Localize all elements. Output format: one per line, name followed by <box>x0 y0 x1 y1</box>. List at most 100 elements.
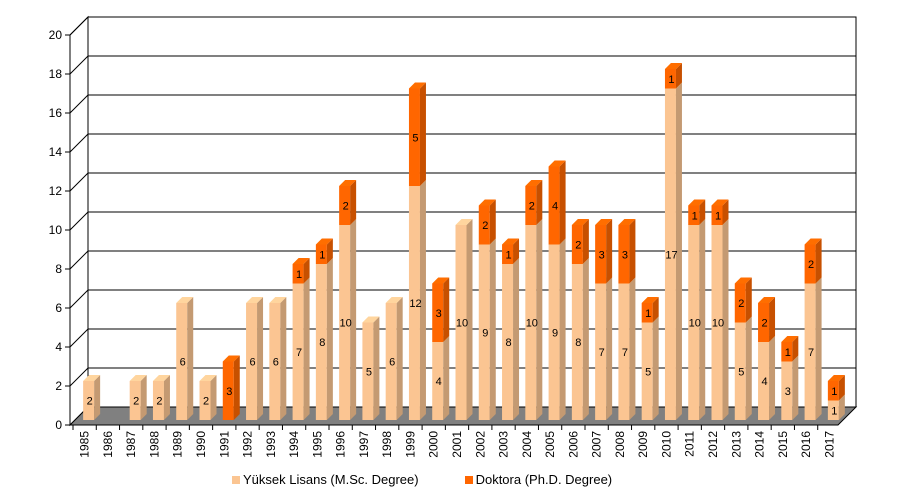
bar-side <box>769 297 776 342</box>
bar-front <box>734 322 746 420</box>
bar-phd-2007 <box>595 219 613 284</box>
bar-top <box>548 160 566 167</box>
bar-side <box>559 238 566 420</box>
bar-phd-2000 <box>432 277 450 342</box>
bar-msc-1997 <box>362 316 380 420</box>
data-label-phd-2008: 3 <box>622 249 628 261</box>
bar-front <box>688 225 700 420</box>
x-tick-label-1991: 1991 <box>217 431 231 458</box>
data-label-phd-2014: 2 <box>761 318 767 330</box>
bar-top <box>711 199 729 206</box>
bar-front <box>502 264 514 420</box>
data-label-msc-1988: 2 <box>156 396 162 408</box>
data-label-msc-2002: 9 <box>482 327 488 339</box>
bar-side <box>769 336 776 420</box>
bar-msc-2001 <box>455 219 473 420</box>
bar-side <box>489 199 496 245</box>
bar-side <box>792 355 799 420</box>
data-label-msc-2011: 10 <box>689 318 701 330</box>
bar-front <box>315 264 327 420</box>
bar-phd-2004 <box>525 180 543 225</box>
x-tick-label-1996: 1996 <box>334 431 348 458</box>
data-label-msc-1996: 10 <box>340 318 352 330</box>
bar-side <box>652 316 659 420</box>
x-tick-label-1999: 1999 <box>403 431 417 458</box>
bar-front <box>478 205 490 245</box>
bar-side <box>419 82 426 186</box>
gridline <box>69 55 856 75</box>
bar-top <box>246 297 264 303</box>
data-label-phd-2009: 1 <box>645 308 651 320</box>
bar-side <box>373 316 380 420</box>
bar-front <box>781 342 793 362</box>
data-label-msc-1990: 2 <box>203 396 209 408</box>
bar-front <box>129 381 141 420</box>
x-tick-label-2006: 2006 <box>566 431 580 458</box>
data-label-msc-2007: 7 <box>599 347 605 359</box>
bar-side <box>838 375 845 401</box>
bar-front <box>758 303 770 342</box>
bar-front <box>339 186 351 225</box>
data-label-phd-2007: 3 <box>599 249 605 261</box>
data-label-msc-1989: 6 <box>180 357 186 369</box>
data-label-phd-1994: 1 <box>296 269 302 281</box>
bar-front <box>292 283 304 420</box>
bar-front <box>827 381 839 401</box>
bar-top <box>199 375 217 381</box>
bar-msc-1989 <box>176 297 194 420</box>
legend-item-msc: Yüksek Lisans (M.Sc. Degree) <box>232 472 419 487</box>
bar-phd-2006 <box>571 219 589 264</box>
x-tick-label-1994: 1994 <box>287 431 301 458</box>
y-tick-label: 10 <box>49 223 63 237</box>
bar-front <box>688 205 700 225</box>
bar-top <box>222 355 240 362</box>
data-label-msc-2008: 7 <box>622 347 628 359</box>
y-tick-label: 18 <box>49 67 63 81</box>
bar-top <box>152 375 170 381</box>
x-tick-label-1992: 1992 <box>241 431 255 458</box>
x-tick-label-2011: 2011 <box>683 431 697 457</box>
bar-front <box>571 225 583 264</box>
bar-side <box>326 258 333 420</box>
bar-phd-2010 <box>664 63 682 89</box>
legend-swatch-phd <box>464 475 473 484</box>
bar-front <box>618 225 630 284</box>
bar-top <box>385 297 403 303</box>
bar-phd-2017 <box>827 375 845 401</box>
bar-front <box>758 342 770 420</box>
bar-side <box>699 199 706 225</box>
bar-side <box>443 336 450 420</box>
bar-msc-1990 <box>199 375 217 420</box>
x-tick-label-1987: 1987 <box>124 431 138 458</box>
bar-side <box>350 219 357 420</box>
bar-front <box>711 205 723 225</box>
bar-top <box>781 336 799 342</box>
x-tick-label-1989: 1989 <box>171 431 185 458</box>
bar-side <box>513 238 520 264</box>
bar-front <box>571 264 583 420</box>
gridline <box>69 16 856 36</box>
y-tick-label: 16 <box>49 106 63 120</box>
y-tick-label: 2 <box>55 379 62 393</box>
bar-front <box>246 303 258 420</box>
x-tick-label-2014: 2014 <box>753 431 767 458</box>
bar-phd-2005 <box>548 160 566 245</box>
bar-phd-2015 <box>781 336 799 362</box>
bar-side <box>838 394 845 420</box>
x-tick-label-2016: 2016 <box>799 431 813 458</box>
bar-front <box>595 283 607 420</box>
bar-msc-1992 <box>246 297 264 420</box>
bar-side <box>582 219 589 264</box>
bar-front <box>408 88 420 186</box>
bar-side <box>466 219 473 420</box>
bar-side <box>210 375 217 420</box>
data-label-phd-1996: 2 <box>343 201 349 213</box>
bar-top <box>408 82 426 89</box>
bar-side <box>722 199 729 225</box>
data-label-msc-1992: 6 <box>249 357 255 369</box>
bar-front <box>83 381 95 420</box>
x-tick-label-1985: 1985 <box>78 431 92 458</box>
bar-top <box>618 219 636 225</box>
x-tick-label-2010: 2010 <box>659 431 673 458</box>
